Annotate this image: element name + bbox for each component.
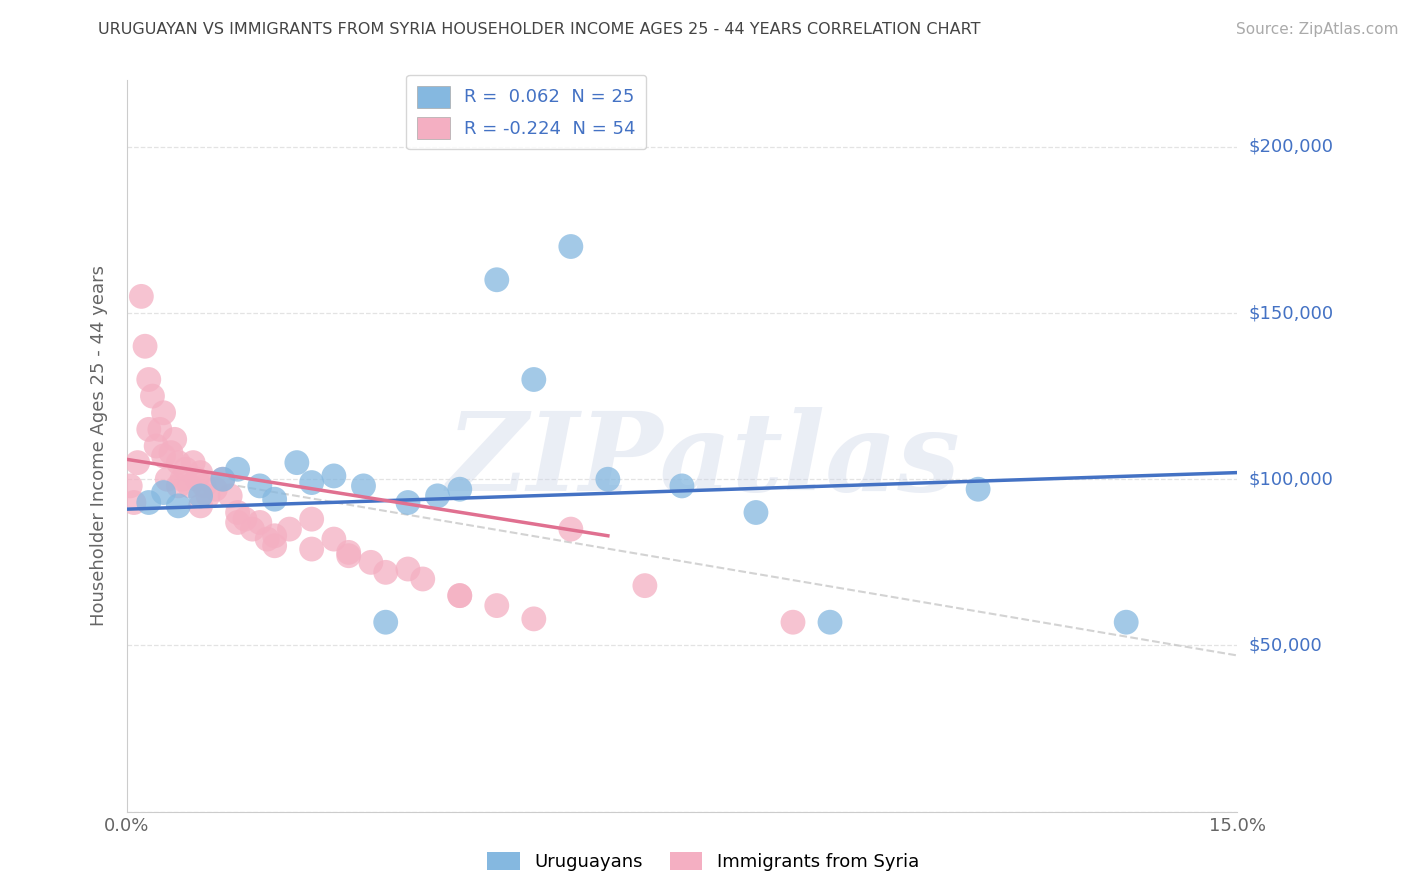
Text: URUGUAYAN VS IMMIGRANTS FROM SYRIA HOUSEHOLDER INCOME AGES 25 - 44 YEARS CORRELA: URUGUAYAN VS IMMIGRANTS FROM SYRIA HOUSE…	[98, 22, 981, 37]
Y-axis label: Householder Income Ages 25 - 44 years: Householder Income Ages 25 - 44 years	[90, 266, 108, 626]
Point	[138, 495, 160, 509]
Point	[190, 489, 212, 503]
Point	[449, 589, 471, 603]
Point	[156, 472, 179, 486]
Point	[211, 472, 233, 486]
Point	[1115, 615, 1137, 630]
Point	[190, 499, 212, 513]
Text: ZIPatlas: ZIPatlas	[447, 407, 962, 515]
Point	[523, 612, 546, 626]
Point	[167, 479, 190, 493]
Point	[204, 482, 226, 496]
Point	[138, 372, 160, 386]
Point	[186, 472, 208, 486]
Point	[233, 512, 256, 526]
Point	[671, 479, 693, 493]
Point	[301, 475, 323, 490]
Text: $100,000: $100,000	[1249, 470, 1333, 488]
Point	[193, 479, 215, 493]
Point	[226, 516, 249, 530]
Point	[211, 472, 233, 486]
Point	[967, 482, 990, 496]
Point	[145, 439, 167, 453]
Point	[560, 239, 582, 253]
Point	[219, 489, 242, 503]
Point	[131, 289, 153, 303]
Point	[127, 456, 149, 470]
Point	[163, 433, 186, 447]
Point	[353, 479, 375, 493]
Point	[167, 456, 190, 470]
Point	[782, 615, 804, 630]
Point	[412, 572, 434, 586]
Point	[160, 445, 183, 459]
Point	[256, 532, 278, 546]
Point	[263, 529, 285, 543]
Point	[226, 506, 249, 520]
Point	[174, 462, 197, 476]
Text: Source: ZipAtlas.com: Source: ZipAtlas.com	[1236, 22, 1399, 37]
Point	[374, 615, 396, 630]
Point	[152, 406, 174, 420]
Point	[249, 516, 271, 530]
Text: $150,000: $150,000	[1249, 304, 1333, 322]
Point	[426, 489, 449, 503]
Point	[485, 599, 508, 613]
Point	[337, 545, 360, 559]
Point	[560, 522, 582, 536]
Point	[360, 555, 382, 569]
Point	[141, 389, 163, 403]
Point	[120, 479, 142, 493]
Point	[197, 489, 219, 503]
Point	[167, 499, 190, 513]
Point	[337, 549, 360, 563]
Point	[226, 462, 249, 476]
Point	[449, 482, 471, 496]
Point	[596, 472, 619, 486]
Legend: Uruguayans, Immigrants from Syria: Uruguayans, Immigrants from Syria	[479, 845, 927, 879]
Point	[242, 522, 264, 536]
Point	[263, 539, 285, 553]
Point	[374, 566, 396, 580]
Point	[396, 495, 419, 509]
Legend: R =  0.062  N = 25, R = -0.224  N = 54: R = 0.062 N = 25, R = -0.224 N = 54	[406, 75, 647, 150]
Point	[181, 456, 204, 470]
Point	[152, 485, 174, 500]
Point	[523, 372, 546, 386]
Point	[138, 422, 160, 436]
Point	[172, 472, 194, 486]
Point	[449, 589, 471, 603]
Point	[263, 492, 285, 507]
Point	[322, 532, 344, 546]
Point	[301, 512, 323, 526]
Point	[485, 273, 508, 287]
Point	[152, 449, 174, 463]
Point	[322, 469, 344, 483]
Text: $50,000: $50,000	[1249, 637, 1322, 655]
Point	[190, 466, 212, 480]
Point	[745, 506, 768, 520]
Point	[278, 522, 301, 536]
Text: $200,000: $200,000	[1249, 137, 1333, 156]
Point	[249, 479, 271, 493]
Point	[179, 479, 201, 493]
Point	[818, 615, 841, 630]
Point	[301, 542, 323, 557]
Point	[285, 456, 308, 470]
Point	[149, 422, 172, 436]
Point	[122, 495, 145, 509]
Point	[396, 562, 419, 576]
Point	[634, 579, 657, 593]
Point	[134, 339, 156, 353]
